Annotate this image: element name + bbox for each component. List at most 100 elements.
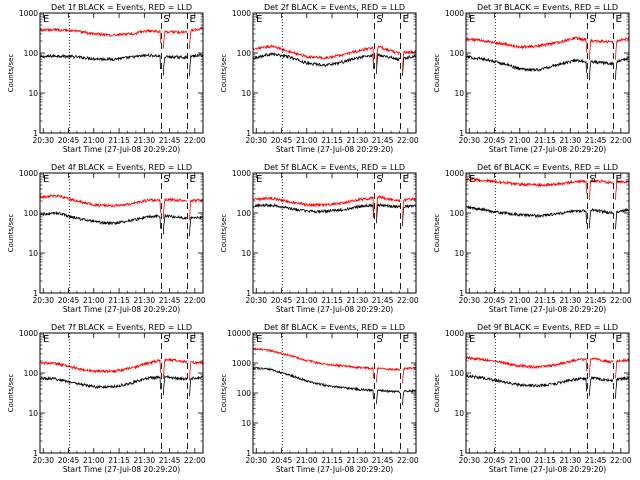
annotation-label: E <box>616 14 622 25</box>
plot-frame <box>39 172 204 294</box>
series-lld-line <box>189 360 204 381</box>
x-tick-label: 21:45 <box>372 296 394 305</box>
x-tick-label: 21:15 <box>534 136 556 145</box>
x-tick-label: 22:00 <box>184 296 206 305</box>
x-tick-label: 21:15 <box>108 456 130 465</box>
x-axis-label: Start Time (27-Jul-08 20:29:20) <box>276 465 393 474</box>
x-tick-label: 22:00 <box>397 296 419 305</box>
annotation-label: E <box>469 334 475 345</box>
x-tick-label: 21:00 <box>83 136 105 145</box>
x-tick-label: 21:00 <box>296 136 318 145</box>
y-tick-label: 10 <box>241 419 251 428</box>
series-lld-line <box>189 26 204 49</box>
y-tick-label: 10 <box>241 249 251 258</box>
y-tick-label: 100 <box>24 369 39 378</box>
y-tick-label: 100 <box>237 389 252 398</box>
x-tick-label: 21:30 <box>560 296 582 305</box>
series-lld-line <box>615 179 630 201</box>
x-tick-label: 22:00 <box>397 456 419 465</box>
y-tick-label: 1 <box>246 289 251 298</box>
x-tick-label: 21:30 <box>347 456 369 465</box>
y-tick-label: 100 <box>450 49 465 58</box>
series-events-line <box>615 375 630 399</box>
y-axis-label: Counts/sec <box>7 54 15 93</box>
x-axis-label: Start Time (27-Jul-08 20:29:20) <box>276 305 393 314</box>
series-lld-line <box>615 36 630 60</box>
x-tick-label: 21:45 <box>585 296 607 305</box>
x-axis-label: Start Time (27-Jul-08 20:29:20) <box>63 305 180 314</box>
x-tick-label: 20:45 <box>271 136 293 145</box>
y-tick-label: 100 <box>450 209 465 218</box>
series-events-line <box>615 56 630 80</box>
x-tick-label: 21:15 <box>108 296 130 305</box>
annotation-label: E <box>43 334 49 345</box>
annotation-label: E <box>256 14 262 25</box>
y-tick-label: 10 <box>241 89 251 98</box>
series-lld-line <box>465 177 588 194</box>
series-events-line <box>39 53 162 70</box>
x-tick-label: 21:30 <box>134 456 156 465</box>
panel-title: Det 2f BLACK = Events, RED = LLD <box>264 3 405 12</box>
x-tick-label: 21:45 <box>159 136 181 145</box>
y-tick-label: 100 <box>24 209 39 218</box>
annotation-label: S <box>589 334 595 345</box>
x-axis-label: Start Time (27-Jul-08 20:29:20) <box>63 465 180 474</box>
x-tick-label: 21:45 <box>585 456 607 465</box>
series-lld-line <box>163 29 188 49</box>
x-tick-label: 21:00 <box>296 296 318 305</box>
y-tick-label: 10 <box>28 249 38 258</box>
series-lld-line <box>189 198 204 221</box>
panel-title: Det 7f BLACK = Events, RED = LLD <box>51 323 192 332</box>
x-tick-label: 20:45 <box>484 296 506 305</box>
x-tick-label: 20:45 <box>58 456 80 465</box>
x-tick-label: 21:15 <box>321 136 343 145</box>
x-tick-label: 22:00 <box>610 136 632 145</box>
plot-frame <box>465 332 630 454</box>
panel-title: Det 6f BLACK = Events, RED = LLD <box>477 163 618 172</box>
x-tick-label: 21:30 <box>134 136 156 145</box>
y-tick-label: 1 <box>459 449 464 458</box>
series-lld-line <box>589 356 614 378</box>
series-events-line <box>189 375 204 397</box>
y-tick-label: 1 <box>33 289 38 298</box>
y-tick-label: 1 <box>33 129 38 138</box>
y-axis-label: Counts/sec <box>220 54 228 93</box>
y-tick-label: 100 <box>24 49 39 58</box>
series-lld-line <box>589 38 614 60</box>
plot-frame <box>465 12 630 134</box>
plot-frame <box>39 332 204 454</box>
y-tick-label: 100 <box>450 369 465 378</box>
annotation-label: S <box>163 174 169 185</box>
annotation-label: S <box>376 334 382 345</box>
x-tick-label: 21:00 <box>83 296 105 305</box>
y-axis-label: Counts/sec <box>433 214 441 253</box>
series-events-line <box>466 205 588 224</box>
y-tick-label: 1 <box>459 129 464 138</box>
panel-title: Det 5f BLACK = Events, RED = LLD <box>264 163 405 172</box>
x-tick-label: 22:00 <box>610 456 632 465</box>
annotation-label: S <box>163 334 169 345</box>
annotation-label: S <box>163 14 169 25</box>
annotation-label: E <box>616 334 622 345</box>
x-tick-label: 21:45 <box>372 136 394 145</box>
y-axis-label: Counts/sec <box>7 374 15 413</box>
series-events-line <box>376 52 401 75</box>
y-tick-label: 1000 <box>445 9 464 18</box>
x-tick-label: 21:00 <box>83 456 105 465</box>
series-lld-line <box>589 178 614 201</box>
plot-frame <box>252 12 417 134</box>
series-events-line <box>402 388 417 406</box>
y-axis-label: Counts/sec <box>433 54 441 93</box>
series-events-line <box>615 207 630 230</box>
series-events-line <box>163 374 188 396</box>
y-axis-label: Counts/sec <box>220 374 228 413</box>
annotation-label: E <box>256 334 262 345</box>
y-tick-label: 10 <box>454 409 464 418</box>
